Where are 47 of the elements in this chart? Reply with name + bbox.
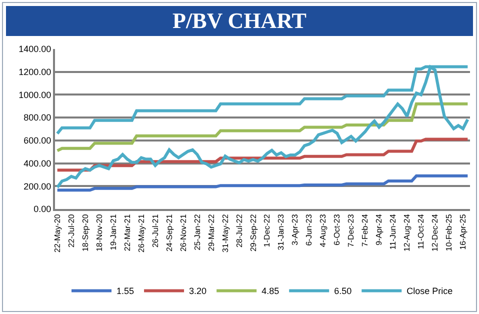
x-tick-label: 29-Sep-22	[248, 214, 258, 252]
x-tick-label: 26-May-21	[136, 214, 146, 252]
x-tick-label: 10-Feb-25	[444, 214, 454, 252]
x-tick-label: 11-Jun-24	[388, 214, 398, 250]
legend-label: 6.50	[334, 286, 352, 296]
y-tick-label: 1200.00	[18, 67, 52, 78]
x-tick-label: 6-Oct-23	[332, 214, 342, 246]
y-tick-label: 1400.00	[18, 44, 52, 54]
x-tick-label: 1-Dec-22	[262, 214, 272, 248]
x-tick-label: 16-Apr-25	[458, 214, 468, 250]
x-tick-label: 7-Dec-23	[346, 214, 356, 248]
x-tick-label: 18-Nov-20	[94, 214, 104, 252]
x-tick-label: 25-Jan-22	[192, 214, 202, 250]
x-tick-label: 22-May-20	[52, 214, 62, 252]
legend-label: 3.20	[189, 286, 207, 296]
x-tick-label: 22-Jul-20	[66, 214, 76, 248]
x-tick-label: 4-Aug-23	[318, 214, 328, 248]
y-tick-label: 0.00	[34, 204, 52, 214]
x-tick-label: 3-Apr-23	[290, 214, 300, 246]
x-tick-label: 31-May-22	[220, 214, 230, 252]
x-tick-label: 26-Jul-21	[150, 214, 160, 248]
y-tick-label: 600.00	[24, 136, 52, 146]
x-tick-label: 7-Feb-24	[360, 214, 370, 247]
x-tick-label: 12-Aug-24	[402, 214, 412, 252]
line-series	[56, 102, 470, 152]
chart-title: P/BV CHART	[6, 6, 473, 36]
x-tick-label: 6-Jun-23	[304, 214, 314, 246]
x-tick-label: 24-Sep-21	[164, 214, 174, 252]
x-tick-label: 11-Oct-24	[416, 214, 426, 250]
line-series	[56, 174, 470, 192]
x-tick-label: 19-Jan-21	[108, 214, 118, 250]
x-tick-label: 9-Apr-24	[374, 214, 384, 246]
x-tick-label: 31-Jan-23	[276, 214, 286, 250]
y-tick-label: 200.00	[24, 181, 52, 192]
x-tick-label: 29-Mar-22	[206, 214, 216, 252]
x-tick-label: 26-Nov-21	[178, 214, 188, 252]
x-tick-label: 28-Jul-22	[234, 214, 244, 248]
x-tick-label: 22-Mar-21	[122, 214, 132, 252]
y-tick-label: 400.00	[24, 158, 52, 168]
line-series	[56, 65, 470, 189]
legend-label: 1.55	[116, 286, 134, 296]
y-tick-label: 1000.00	[18, 90, 52, 100]
y-tick-label: 800.00	[24, 112, 52, 123]
x-tick-label: 12-Dec-24	[430, 214, 440, 252]
x-tick-label: 18-Sep-20	[80, 214, 90, 252]
legend-label: Close Price	[406, 286, 453, 296]
legend-label: 4.85	[262, 286, 280, 296]
